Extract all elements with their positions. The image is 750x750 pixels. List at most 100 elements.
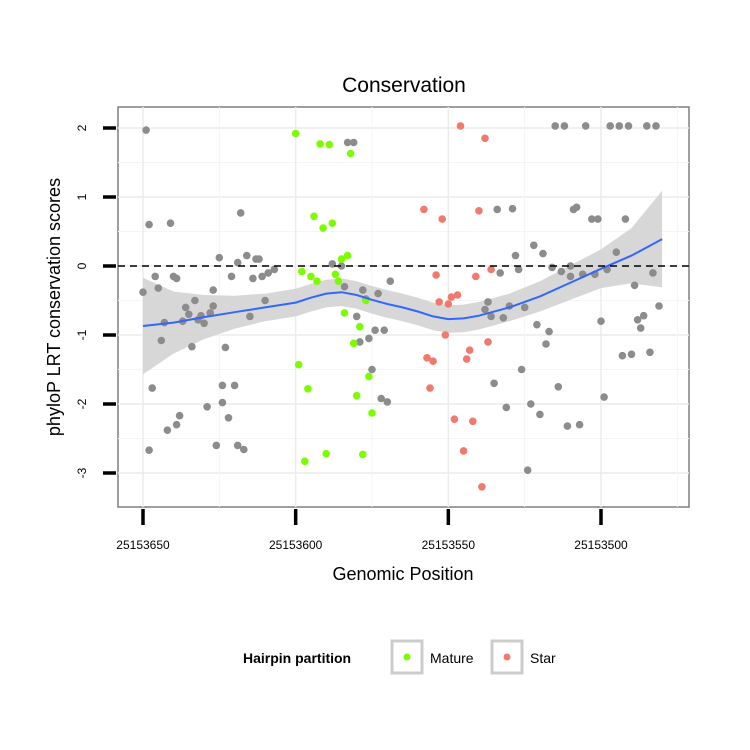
point-other [343,138,352,147]
point-other [600,393,608,401]
x-tick-label: 25153650 [116,538,170,552]
point-other [157,336,166,345]
point-other [527,400,535,408]
point-other [615,122,624,130]
point-other [240,445,248,454]
point-other [588,215,596,223]
x-tick-label: 25153500 [574,538,628,552]
point-star [487,265,495,274]
point-other [337,262,346,270]
point-other [606,122,614,130]
point-star [459,447,468,455]
point-other [652,122,660,130]
point-star [465,346,474,355]
point-mature [365,372,373,381]
point-star [484,338,492,346]
point-mature [343,251,352,260]
point-other [352,312,361,321]
legend-label-star: Star [530,650,556,666]
point-other [597,317,605,326]
legend: Hairpin partition Mature Star [243,639,556,675]
point-other [233,258,242,267]
point-mature [331,270,340,279]
point-star [438,215,447,223]
point-other [481,305,489,314]
point-other [560,122,569,130]
point-mature [301,457,309,466]
point-other [386,277,395,286]
point-other [383,398,392,406]
point-other [636,324,645,332]
point-mature [307,272,315,281]
y-axis-title: phyloP LRT conservation scores [44,178,64,436]
point-other [493,205,502,214]
point-other [618,351,627,360]
point-other [630,281,639,290]
point-other [185,310,193,319]
point-star [475,207,483,215]
point-other [215,253,224,262]
point-other [218,398,227,407]
x-tick-label: 25153600 [269,538,323,552]
point-star [472,272,480,281]
point-other [221,343,230,352]
point-other [517,365,526,374]
point-star [456,122,465,130]
point-other [624,122,633,130]
point-mature [319,224,327,232]
point-other [612,248,621,256]
point-mature [325,140,334,149]
point-other [148,384,156,392]
point-other [514,265,523,274]
point-other [554,383,563,391]
x-axis: 25153650 25153600 25153550 25153500 [116,509,628,552]
point-other [551,122,559,130]
point-other [356,338,364,346]
point-other [172,274,181,283]
point-other [484,298,492,306]
point-other [499,314,508,322]
point-star [429,357,437,366]
point-other [545,327,553,336]
legend-item-mature[interactable]: Mature [390,639,474,675]
point-other [639,311,648,320]
y-tick-label: 2 [75,124,89,131]
point-other [139,288,147,297]
point-mature [340,309,349,317]
point-other [230,381,239,390]
point-star [450,415,459,424]
y-tick-label: 0 [75,262,89,269]
point-mature [368,409,376,417]
legend-item-star[interactable]: Star [490,639,556,675]
point-other [145,446,153,455]
y-tick-label: -2 [75,398,89,409]
point-other [511,251,520,260]
point-star [441,331,450,339]
point-star [462,355,471,363]
point-other [581,122,590,130]
point-mature [356,322,364,331]
point-other [374,289,382,298]
point-other [151,272,159,281]
point-other [200,319,208,328]
point-other [377,394,386,403]
point-other [520,303,529,312]
point-other [496,269,505,277]
smooth-line-layer [142,238,663,327]
point-other [502,403,511,412]
point-other [530,241,538,250]
point-other [548,263,556,272]
point-other [557,267,566,276]
x-tick-label: 25153550 [422,538,476,552]
smooth-line [142,238,663,327]
points-layer [139,122,663,491]
point-star [447,293,456,301]
point-other [175,411,184,420]
point-other [371,326,379,335]
point-other [340,282,349,291]
point-other [523,466,532,475]
point-other [572,203,581,212]
point-star [420,205,428,214]
point-other [359,286,367,294]
point-other [643,122,651,130]
